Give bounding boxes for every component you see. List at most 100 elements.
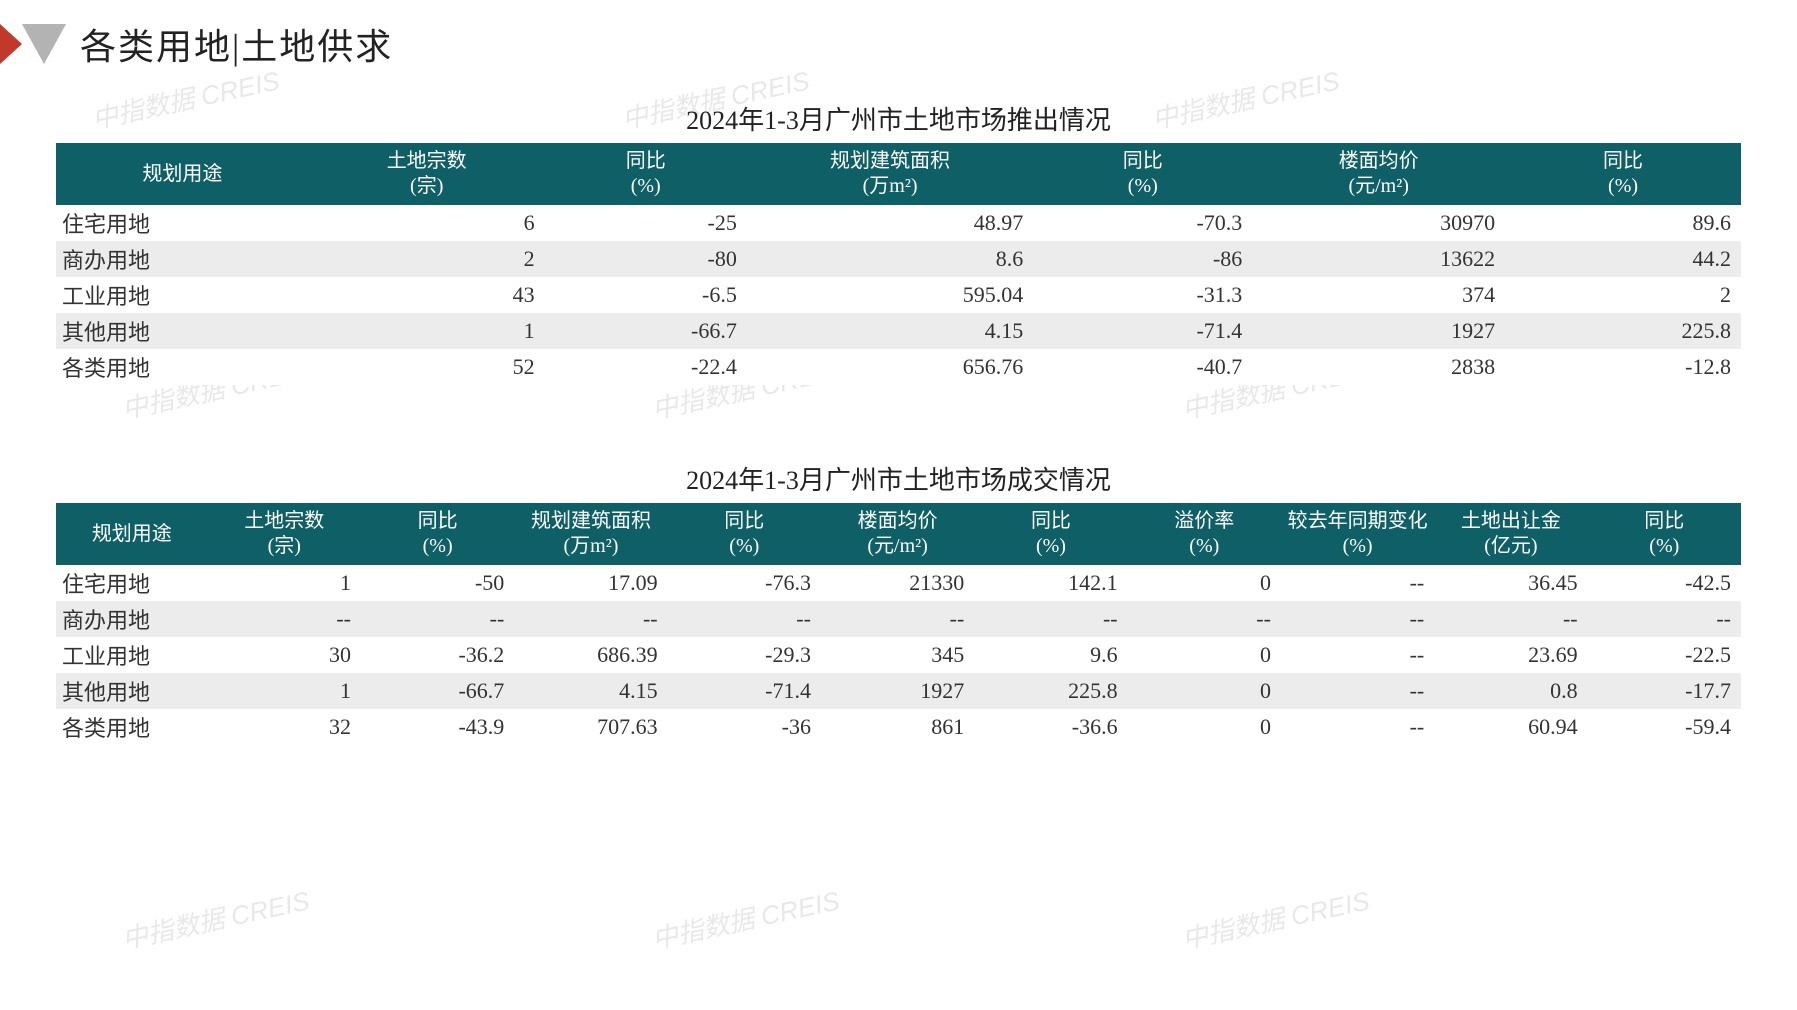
cell-value: -12.8: [1505, 349, 1741, 385]
cell-value: 8.6: [747, 241, 1033, 277]
table-row: 各类用地32-43.9707.63-36861-36.60--60.94-59.…: [56, 709, 1741, 745]
cell-value: 36.45: [1434, 565, 1587, 601]
cell-value: --: [1128, 601, 1281, 637]
cell-value: 861: [821, 709, 974, 745]
cell-value: 2: [309, 241, 545, 277]
column-header: 土地宗数(宗): [309, 143, 545, 205]
cell-value: 1: [208, 565, 361, 601]
cell-value: -36: [668, 709, 821, 745]
cell-value: -59.4: [1588, 709, 1741, 745]
column-header: 土地出让金(亿元): [1434, 503, 1587, 565]
cell-value: 707.63: [514, 709, 667, 745]
column-header: 同比(%): [361, 503, 514, 565]
column-header: 同比(%): [1588, 503, 1741, 565]
cell-value: 21330: [821, 565, 974, 601]
cell-value: -42.5: [1588, 565, 1741, 601]
column-header: 规划用途: [56, 143, 309, 205]
table1-block: 2024年1-3月广州市土地市场推出情况 规划用途土地宗数(宗)同比(%)规划建…: [56, 100, 1741, 385]
title-sep: |: [232, 27, 241, 67]
table2-block: 2024年1-3月广州市土地市场成交情况 规划用途土地宗数(宗)同比(%)规划建…: [56, 460, 1741, 745]
cell-value: 345: [821, 637, 974, 673]
column-header: 同比(%): [668, 503, 821, 565]
column-header: 较去年同期变化(%): [1281, 503, 1434, 565]
row-label: 其他用地: [56, 673, 208, 709]
cell-value: 44.2: [1505, 241, 1741, 277]
table-row: 工业用地43-6.5595.04-31.33742: [56, 277, 1741, 313]
table-row: 住宅用地6-2548.97-70.33097089.6: [56, 205, 1741, 241]
cell-value: -66.7: [361, 673, 514, 709]
cell-value: -70.3: [1033, 205, 1252, 241]
cell-value: --: [821, 601, 974, 637]
logo-icon: [0, 24, 66, 64]
row-label: 各类用地: [56, 709, 208, 745]
cell-value: 52: [309, 349, 545, 385]
column-header: 溢价率(%): [1128, 503, 1281, 565]
table-row: 住宅用地1-5017.09-76.321330142.10--36.45-42.…: [56, 565, 1741, 601]
cell-value: 2: [1505, 277, 1741, 313]
column-header: 楼面均价(元/m²): [821, 503, 974, 565]
cell-value: 0.8: [1434, 673, 1587, 709]
cell-value: 1: [309, 313, 545, 349]
cell-value: --: [1281, 565, 1434, 601]
row-label: 商办用地: [56, 241, 309, 277]
cell-value: 225.8: [1505, 313, 1741, 349]
cell-value: --: [1281, 709, 1434, 745]
cell-value: -86: [1033, 241, 1252, 277]
cell-value: -71.4: [668, 673, 821, 709]
cell-value: --: [974, 601, 1127, 637]
cell-value: --: [1281, 673, 1434, 709]
column-header: 同比(%): [1033, 143, 1252, 205]
table2: 规划用途土地宗数(宗)同比(%)规划建筑面积(万m²)同比(%)楼面均价(元/m…: [56, 503, 1741, 745]
cell-value: -66.7: [545, 313, 747, 349]
row-label: 住宅用地: [56, 205, 309, 241]
table-row: 商办用地--------------------: [56, 601, 1741, 637]
table-row: 工业用地30-36.2686.39-29.33459.60--23.69-22.…: [56, 637, 1741, 673]
title-right: 土地供求: [241, 27, 393, 67]
cell-value: 0: [1128, 673, 1281, 709]
table1: 规划用途土地宗数(宗)同比(%)规划建筑面积(万m²)同比(%)楼面均价(元/m…: [56, 143, 1741, 385]
column-header: 同比(%): [1505, 143, 1741, 205]
table1-head: 规划用途土地宗数(宗)同比(%)规划建筑面积(万m²)同比(%)楼面均价(元/m…: [56, 143, 1741, 205]
watermark: 中指数据 CREIS: [118, 881, 312, 957]
cell-value: -76.3: [668, 565, 821, 601]
table-row: 商办用地2-808.6-861362244.2: [56, 241, 1741, 277]
watermark: 中指数据 CREIS: [1178, 881, 1372, 957]
table2-body: 住宅用地1-5017.09-76.321330142.10--36.45-42.…: [56, 565, 1741, 745]
cell-value: 43: [309, 277, 545, 313]
cell-value: 60.94: [1434, 709, 1587, 745]
cell-value: 6: [309, 205, 545, 241]
cell-value: 89.6: [1505, 205, 1741, 241]
page-title: 各类用地|土地供求: [80, 18, 393, 70]
watermark: 中指数据 CREIS: [648, 881, 842, 957]
table-row: 其他用地1-66.74.15-71.41927225.80--0.8-17.7: [56, 673, 1741, 709]
cell-value: 1: [208, 673, 361, 709]
row-label: 工业用地: [56, 637, 208, 673]
cell-value: -80: [545, 241, 747, 277]
cell-value: -6.5: [545, 277, 747, 313]
cell-value: 23.69: [1434, 637, 1587, 673]
column-header: 同比(%): [974, 503, 1127, 565]
row-label: 其他用地: [56, 313, 309, 349]
cell-value: 2838: [1252, 349, 1505, 385]
cell-value: 32: [208, 709, 361, 745]
cell-value: 374: [1252, 277, 1505, 313]
column-header: 楼面均价(元/m²): [1252, 143, 1505, 205]
row-label: 工业用地: [56, 277, 309, 313]
row-label: 住宅用地: [56, 565, 208, 601]
cell-value: 30970: [1252, 205, 1505, 241]
table2-title: 2024年1-3月广州市土地市场成交情况: [56, 460, 1741, 497]
cell-value: 17.09: [514, 565, 667, 601]
row-label: 各类用地: [56, 349, 309, 385]
cell-value: -71.4: [1033, 313, 1252, 349]
cell-value: 0: [1128, 709, 1281, 745]
cell-value: 4.15: [747, 313, 1033, 349]
cell-value: -36.2: [361, 637, 514, 673]
cell-value: 48.97: [747, 205, 1033, 241]
cell-value: --: [1281, 637, 1434, 673]
cell-value: 30: [208, 637, 361, 673]
column-header: 同比(%): [545, 143, 747, 205]
title-bar: 各类用地|土地供求: [0, 18, 393, 70]
cell-value: -22.4: [545, 349, 747, 385]
column-header: 规划建筑面积(万m²): [514, 503, 667, 565]
cell-value: --: [361, 601, 514, 637]
